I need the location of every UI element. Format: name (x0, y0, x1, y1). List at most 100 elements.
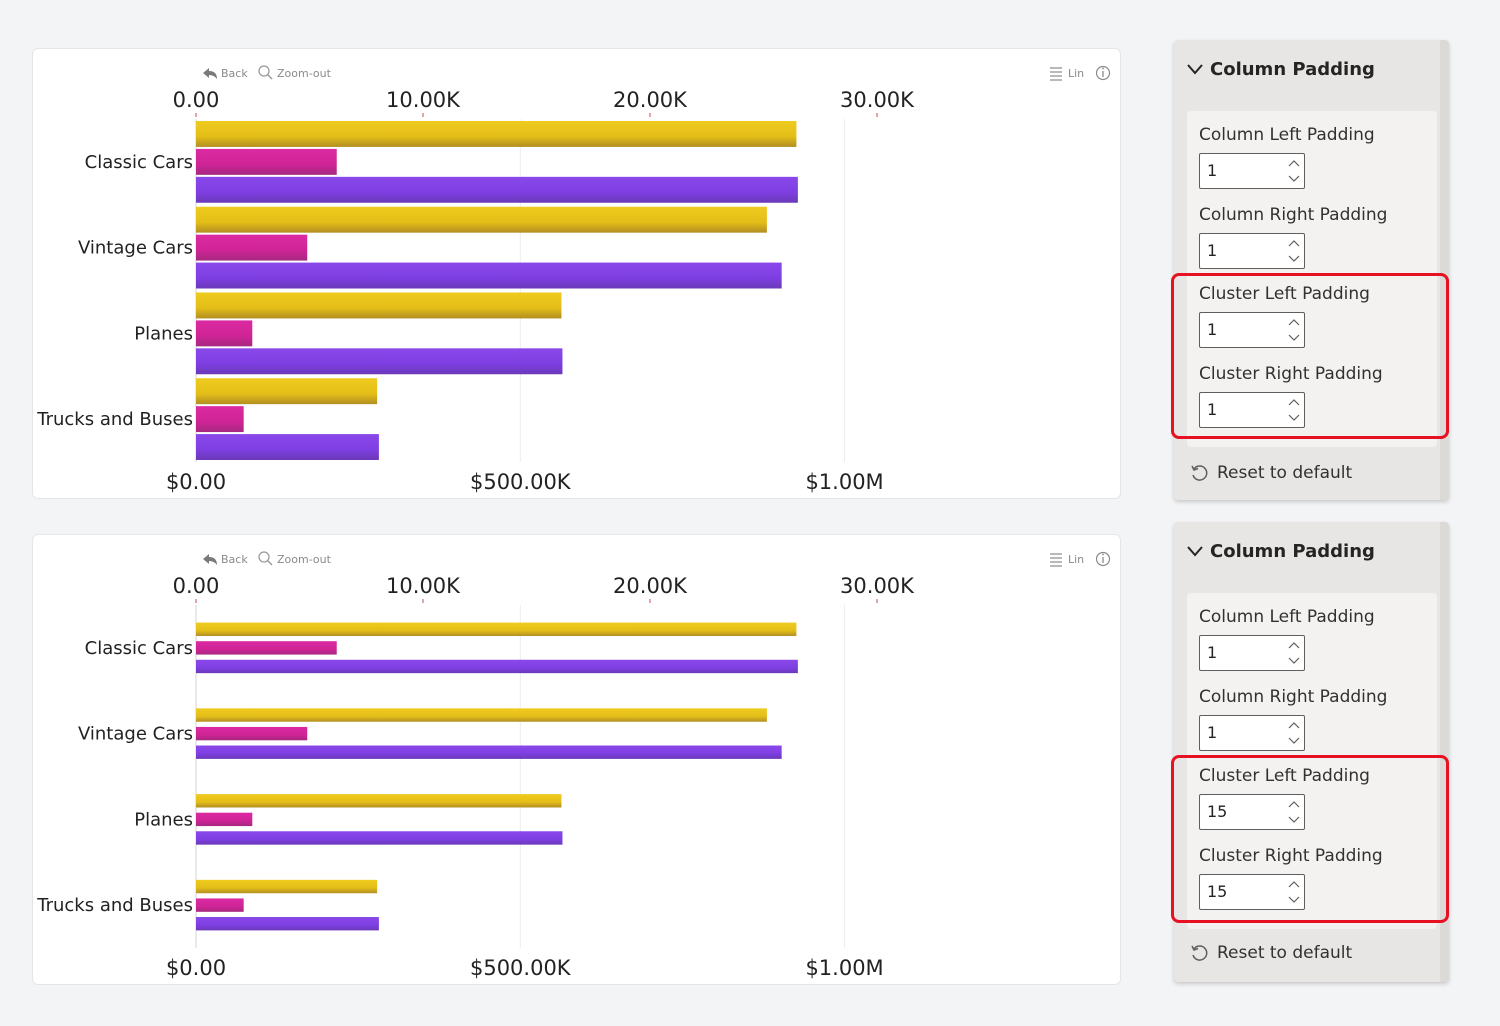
cluster-left-padding-input[interactable]: 1 (1199, 312, 1305, 348)
bar-yellow[interactable] (196, 378, 378, 405)
bar-purple[interactable] (196, 831, 563, 845)
cluster-left-padding-label: Cluster Left Padding (1199, 766, 1370, 786)
category-label: Classic Cars (85, 638, 193, 659)
spin-value: 1 (1207, 320, 1218, 339)
cluster-left-padding-input[interactable]: 15 (1199, 794, 1305, 830)
back-button[interactable]: Back (203, 553, 248, 566)
bar-purple[interactable] (196, 659, 798, 674)
bar-magenta[interactable] (196, 320, 253, 347)
section-header[interactable]: Column Padding (1174, 40, 1440, 98)
lin-log-toggle[interactable]: Lin (1050, 67, 1084, 81)
bar-purple[interactable] (196, 262, 782, 289)
bar-magenta[interactable] (196, 812, 253, 827)
bars-layer (196, 622, 798, 931)
bar-purple[interactable] (196, 348, 563, 375)
top-axis-tick-label: 10.00K (386, 574, 461, 598)
bar-yellow[interactable] (196, 879, 378, 894)
spin-value: 1 (1207, 643, 1218, 662)
bar-purple[interactable] (196, 434, 379, 460)
reset-label: Reset to default (1217, 463, 1353, 483)
chart-1-svg: Back Zoom-out Lin $0.00 $500.00K $1.00M 0.0… (36, 65, 1111, 494)
back-label: Back (221, 67, 248, 80)
panel-scrollbar[interactable] (1440, 522, 1449, 982)
lin-label: Lin (1068, 553, 1084, 566)
info-icon[interactable] (1095, 551, 1111, 567)
section-title: Column Padding (1210, 540, 1375, 562)
spinner-arrows-icon[interactable] (1286, 236, 1302, 266)
bar-purple[interactable] (196, 745, 782, 759)
column-left-padding-label: Column Left Padding (1199, 125, 1375, 145)
format-panel-2: Column Padding Column Left Padding 1 Col… (1174, 522, 1449, 982)
spinner-arrows-icon[interactable] (1286, 718, 1302, 748)
category-label: Planes (134, 323, 193, 344)
section-body: Column Left Padding 1 Column Right Paddi… (1187, 111, 1437, 447)
spinner-arrows-icon[interactable] (1286, 156, 1302, 186)
cluster-right-padding-input[interactable]: 15 (1199, 874, 1305, 910)
zoom-out-button[interactable]: Zoom-out (258, 65, 332, 80)
column-right-padding-input[interactable]: 1 (1199, 715, 1305, 751)
spinner-arrows-icon[interactable] (1286, 877, 1302, 907)
spinner-arrows-icon[interactable] (1286, 638, 1302, 668)
column-left-padding-input[interactable]: 1 (1199, 153, 1305, 189)
bar-yellow[interactable] (196, 622, 797, 636)
column-right-padding-label: Column Right Padding (1199, 205, 1388, 225)
format-panel-1: Column Padding Column Left Padding 1 Col… (1174, 40, 1449, 500)
grid-layer (195, 113, 878, 462)
info-icon[interactable] (1095, 65, 1111, 81)
category-label: Planes (134, 809, 193, 830)
bar-magenta[interactable] (196, 148, 337, 175)
chevron-down-icon (1187, 64, 1203, 75)
spinner-arrows-icon[interactable] (1286, 395, 1302, 425)
bar-purple[interactable] (196, 917, 379, 931)
bar-magenta[interactable] (196, 726, 308, 741)
section-header[interactable]: Column Padding (1174, 522, 1440, 580)
spinner-arrows-icon[interactable] (1286, 797, 1302, 827)
chart-card-1: Back Zoom-out Lin $0.00 $500.00K $1.00M 0.0… (32, 48, 1121, 499)
bottom-axis-tick-label: $0.00 (166, 470, 226, 494)
bar-yellow[interactable] (196, 708, 767, 722)
cluster-left-padding-label: Cluster Left Padding (1199, 284, 1370, 304)
labels-layer: $0.00 $500.00K $1.00M 0.00 10.00K 20.00K 30.00… (36, 88, 915, 494)
chart-card-2: Back Zoom-out Lin $0.00 $500.00K $1.00M 0.0… (32, 534, 1121, 985)
bar-yellow[interactable] (196, 292, 562, 319)
back-arrow-icon (203, 554, 217, 565)
bars-layer (196, 121, 798, 460)
bar-yellow[interactable] (196, 206, 767, 233)
category-label: Trucks and Buses (36, 895, 193, 916)
column-right-padding-input[interactable]: 1 (1199, 233, 1305, 269)
bar-magenta[interactable] (196, 234, 308, 261)
spin-value: 15 (1207, 882, 1228, 901)
bar-purple[interactable] (196, 176, 798, 203)
bar-magenta[interactable] (196, 641, 337, 655)
cluster-right-padding-input[interactable]: 1 (1199, 392, 1305, 428)
bar-magenta[interactable] (196, 898, 244, 912)
reset-icon (1191, 945, 1208, 961)
top-axis-tick-label: 20.00K (613, 88, 688, 112)
bottom-axis-tick-label: $500.00K (470, 470, 572, 494)
zoom-out-button[interactable]: Zoom-out (258, 551, 332, 566)
chevron-down-icon (1187, 546, 1203, 557)
bar-magenta[interactable] (196, 406, 244, 433)
labels-layer: $0.00 $500.00K $1.00M 0.00 10.00K 20.00K 30.00… (36, 574, 915, 980)
column-left-padding-label: Column Left Padding (1199, 607, 1375, 627)
top-axis-tick-label: 30.00K (840, 88, 915, 112)
reset-label: Reset to default (1217, 943, 1353, 963)
spinner-arrows-icon[interactable] (1286, 315, 1302, 345)
bottom-axis-tick-label: $1.00M (805, 956, 883, 980)
back-button[interactable]: Back (203, 67, 248, 80)
lin-log-toggle[interactable]: Lin (1050, 553, 1084, 567)
category-label: Trucks and Buses (36, 409, 193, 430)
bottom-axis-tick-label: $1.00M (805, 470, 883, 494)
bar-yellow[interactable] (196, 794, 562, 808)
spin-value: 1 (1207, 723, 1218, 742)
column-left-padding-input[interactable]: 1 (1199, 635, 1305, 671)
reset-to-default-button[interactable]: Reset to default (1189, 940, 1352, 966)
spin-value: 1 (1207, 161, 1218, 180)
bar-yellow[interactable] (196, 121, 797, 147)
bottom-axis-tick-label: $500.00K (470, 956, 572, 980)
panel-scrollbar[interactable] (1440, 40, 1449, 500)
top-axis-tick-label: 20.00K (613, 574, 688, 598)
section-title: Column Padding (1210, 58, 1375, 80)
reset-to-default-button[interactable]: Reset to default (1189, 460, 1352, 486)
spin-value: 15 (1207, 802, 1228, 821)
